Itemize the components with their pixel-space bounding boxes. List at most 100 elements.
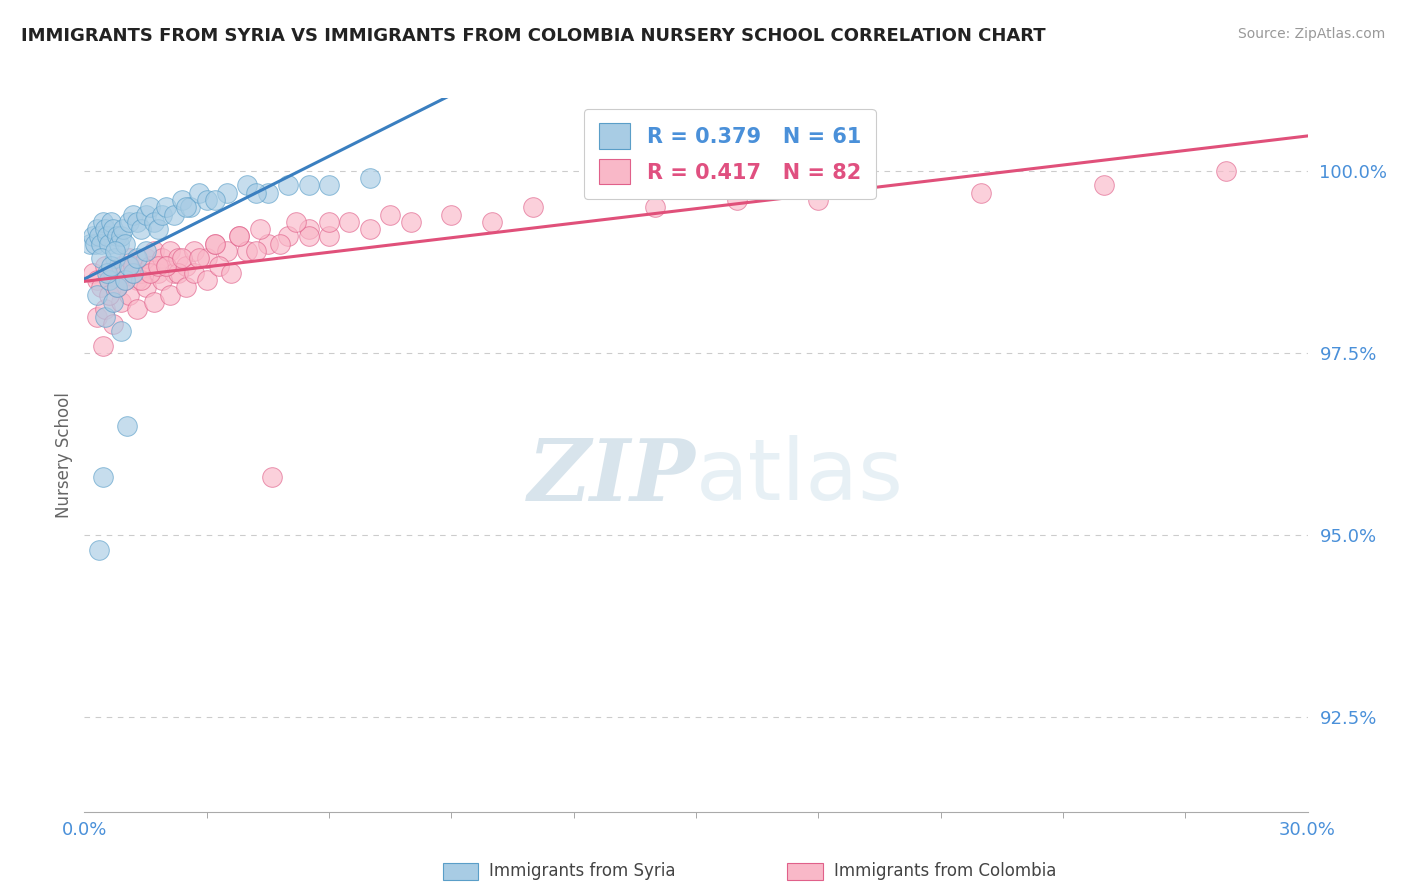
- Point: [318, 215, 340, 229]
- Point: [146, 259, 169, 273]
- Point: [138, 266, 160, 280]
- Point: [131, 266, 153, 280]
- Point: [204, 236, 226, 251]
- Point: [105, 280, 128, 294]
- Point: [155, 200, 177, 214]
- Point: [219, 266, 242, 280]
- Text: Immigrants from Syria: Immigrants from Syria: [489, 863, 676, 880]
- Text: Source: ZipAtlas.com: Source: ZipAtlas.com: [1237, 27, 1385, 41]
- Point: [195, 193, 218, 207]
- Point: [105, 229, 128, 244]
- Point: [104, 252, 127, 266]
- Point: [83, 236, 105, 251]
- Point: [118, 287, 141, 301]
- Point: [93, 310, 115, 324]
- Point: [204, 193, 226, 207]
- Point: [138, 259, 160, 273]
- Point: [339, 215, 360, 229]
- Point: [440, 208, 463, 222]
- Point: [90, 280, 112, 294]
- Point: [195, 273, 218, 287]
- Point: [122, 259, 145, 273]
- Point: [97, 273, 120, 287]
- Point: [174, 259, 197, 273]
- Point: [245, 186, 267, 200]
- Point: [522, 200, 544, 214]
- Point: [257, 236, 280, 251]
- Point: [318, 178, 340, 193]
- Point: [172, 252, 194, 266]
- Point: [110, 295, 132, 310]
- Point: [114, 236, 136, 251]
- Point: [183, 266, 205, 280]
- Point: [118, 259, 141, 273]
- Point: [167, 266, 190, 280]
- Point: [90, 252, 112, 266]
- Point: [100, 215, 122, 229]
- Point: [91, 469, 114, 483]
- Point: [104, 244, 127, 258]
- Point: [163, 266, 186, 280]
- Point: [135, 280, 157, 294]
- Point: [260, 469, 283, 483]
- Point: [87, 229, 110, 244]
- Point: [187, 186, 209, 200]
- Point: [249, 222, 271, 236]
- Point: [82, 229, 104, 244]
- Point: [217, 244, 239, 258]
- Point: [269, 236, 291, 251]
- Point: [96, 266, 118, 280]
- Point: [970, 186, 993, 200]
- Point: [174, 280, 197, 294]
- Point: [127, 215, 149, 229]
- Point: [155, 259, 177, 273]
- Point: [110, 229, 132, 244]
- Point: [146, 266, 169, 280]
- Point: [399, 215, 422, 229]
- Point: [97, 287, 120, 301]
- Point: [298, 229, 321, 244]
- Point: [217, 186, 239, 200]
- Point: [101, 222, 124, 236]
- Point: [97, 236, 120, 251]
- Text: atlas: atlas: [696, 434, 904, 518]
- Point: [179, 200, 201, 214]
- Point: [118, 252, 141, 266]
- Y-axis label: Nursery School: Nursery School: [55, 392, 73, 518]
- Point: [127, 273, 149, 287]
- Point: [114, 273, 136, 287]
- Point: [122, 266, 145, 280]
- Point: [277, 178, 299, 193]
- Point: [174, 200, 197, 214]
- Point: [86, 287, 108, 301]
- Point: [146, 222, 169, 236]
- Point: [101, 266, 124, 280]
- Point: [100, 259, 122, 273]
- Point: [142, 295, 165, 310]
- Point: [114, 273, 136, 287]
- Point: [172, 193, 194, 207]
- Point: [79, 236, 101, 251]
- Point: [131, 222, 153, 236]
- Point: [318, 229, 340, 244]
- Point: [236, 244, 259, 258]
- Point: [82, 266, 104, 280]
- Point: [105, 280, 128, 294]
- Point: [127, 302, 149, 317]
- Point: [90, 236, 112, 251]
- Point: [138, 200, 160, 214]
- Point: [131, 273, 153, 287]
- Point: [96, 229, 118, 244]
- Point: [142, 215, 165, 229]
- Point: [122, 266, 145, 280]
- Point: [807, 193, 830, 207]
- Point: [91, 339, 114, 353]
- Point: [110, 259, 132, 273]
- Point: [127, 252, 149, 266]
- Point: [277, 229, 299, 244]
- Point: [93, 222, 115, 236]
- Text: ZIP: ZIP: [529, 434, 696, 518]
- Point: [167, 252, 190, 266]
- Point: [93, 259, 115, 273]
- Point: [208, 259, 231, 273]
